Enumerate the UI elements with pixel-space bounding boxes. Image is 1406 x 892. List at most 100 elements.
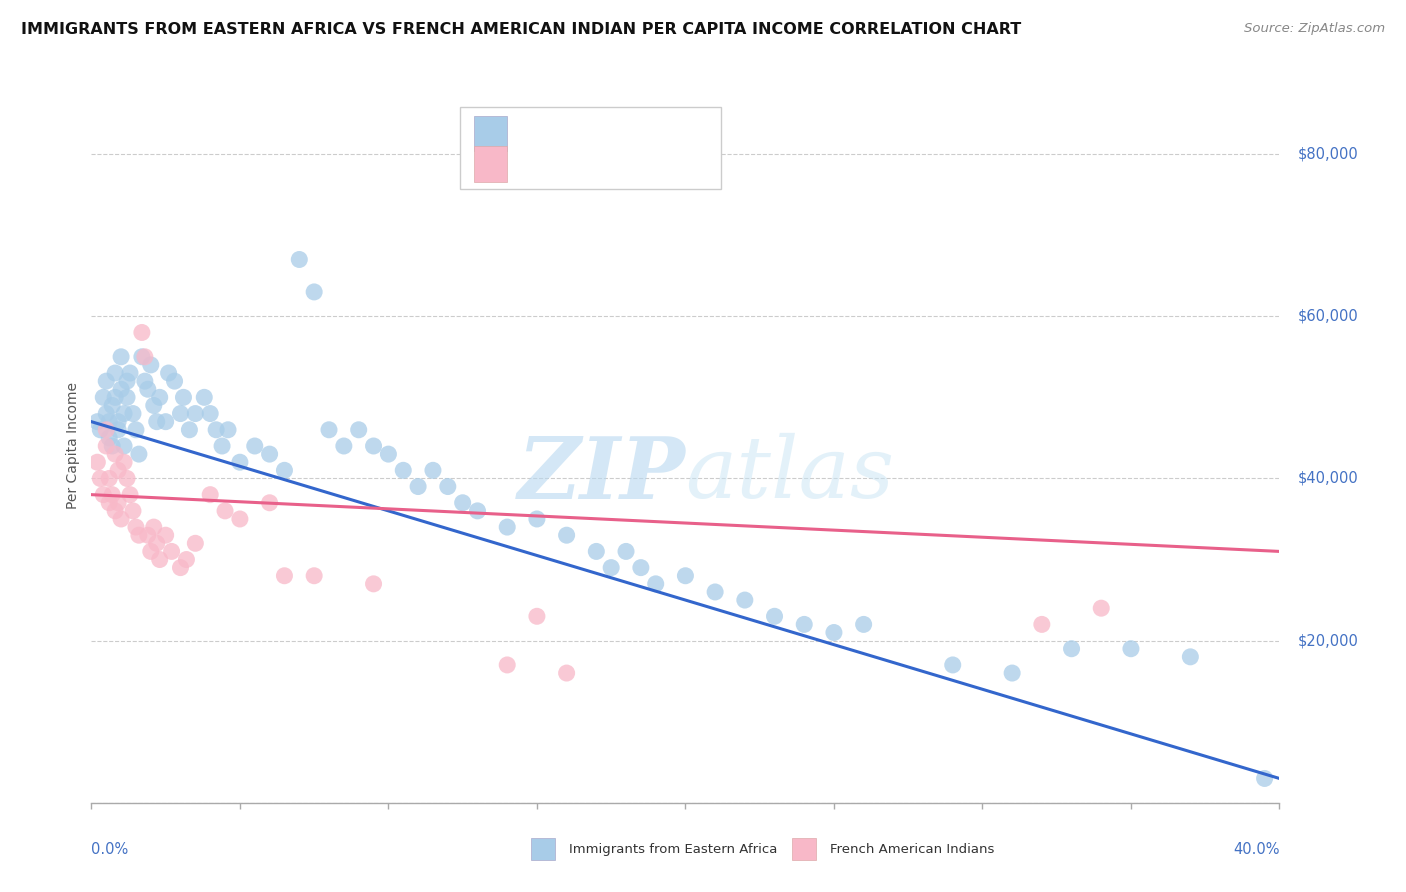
Text: Source: ZipAtlas.com: Source: ZipAtlas.com bbox=[1244, 22, 1385, 36]
Point bbox=[436, 479, 458, 493]
Point bbox=[229, 512, 252, 526]
FancyBboxPatch shape bbox=[460, 107, 721, 189]
Point bbox=[125, 423, 148, 437]
Point bbox=[734, 593, 756, 607]
Point bbox=[86, 455, 108, 469]
Point bbox=[115, 390, 138, 404]
Point bbox=[139, 544, 162, 558]
Point bbox=[128, 528, 150, 542]
Point bbox=[214, 504, 236, 518]
Point bbox=[98, 471, 121, 485]
Point bbox=[169, 407, 191, 421]
Point bbox=[763, 609, 786, 624]
Point bbox=[229, 455, 252, 469]
Y-axis label: Per Capita Income: Per Capita Income bbox=[66, 383, 80, 509]
Point bbox=[118, 366, 141, 380]
Point bbox=[131, 326, 153, 340]
Point bbox=[243, 439, 266, 453]
Bar bbox=[474, 146, 508, 182]
Bar bbox=[474, 116, 508, 152]
Point bbox=[89, 471, 111, 485]
Point bbox=[451, 496, 474, 510]
Point bbox=[86, 415, 108, 429]
Point bbox=[142, 399, 165, 413]
Point bbox=[600, 560, 623, 574]
Point bbox=[555, 528, 578, 542]
Point bbox=[363, 439, 385, 453]
Point bbox=[134, 350, 156, 364]
Point bbox=[302, 285, 325, 299]
Point bbox=[496, 520, 519, 534]
Point bbox=[101, 488, 124, 502]
Point bbox=[163, 374, 186, 388]
Point bbox=[823, 625, 845, 640]
Point bbox=[169, 560, 191, 574]
Point bbox=[112, 439, 135, 453]
Point bbox=[406, 479, 429, 493]
Point bbox=[131, 350, 153, 364]
Text: Immigrants from Eastern Africa: Immigrants from Eastern Africa bbox=[569, 843, 778, 855]
Point bbox=[1090, 601, 1112, 615]
Point bbox=[98, 415, 121, 429]
Point bbox=[302, 568, 325, 582]
Point bbox=[98, 431, 121, 445]
Point bbox=[467, 504, 489, 518]
Point bbox=[942, 657, 965, 672]
Bar bbox=[793, 838, 815, 860]
Point bbox=[142, 520, 165, 534]
Point bbox=[630, 560, 652, 574]
Point bbox=[145, 415, 167, 429]
Point bbox=[347, 423, 370, 437]
Point bbox=[259, 496, 281, 510]
Point bbox=[176, 552, 198, 566]
Point bbox=[179, 423, 201, 437]
Text: $80,000: $80,000 bbox=[1298, 146, 1358, 161]
Point bbox=[91, 390, 114, 404]
Text: $40,000: $40,000 bbox=[1298, 471, 1358, 486]
Point bbox=[104, 390, 127, 404]
Point bbox=[155, 528, 177, 542]
Point bbox=[96, 374, 118, 388]
Point bbox=[112, 407, 135, 421]
Point bbox=[496, 657, 519, 672]
Point bbox=[377, 447, 399, 461]
Point bbox=[104, 447, 127, 461]
Point bbox=[1001, 666, 1024, 681]
Point bbox=[211, 439, 233, 453]
Text: $60,000: $60,000 bbox=[1298, 309, 1358, 324]
Point bbox=[107, 463, 129, 477]
Point bbox=[1031, 617, 1053, 632]
Text: R = -0.653   N = 80: R = -0.653 N = 80 bbox=[522, 127, 678, 142]
Point bbox=[89, 423, 111, 437]
Point bbox=[217, 423, 239, 437]
Point bbox=[139, 358, 162, 372]
Point bbox=[107, 496, 129, 510]
Point bbox=[673, 568, 696, 582]
Point bbox=[107, 423, 129, 437]
Point bbox=[1060, 641, 1083, 656]
Point bbox=[101, 399, 124, 413]
Point bbox=[205, 423, 228, 437]
Point bbox=[1253, 772, 1275, 786]
Text: 40.0%: 40.0% bbox=[1233, 842, 1279, 857]
Point bbox=[1119, 641, 1142, 656]
Point bbox=[155, 415, 177, 429]
Point bbox=[122, 504, 145, 518]
Point bbox=[273, 463, 295, 477]
Text: 0.0%: 0.0% bbox=[91, 842, 128, 857]
Point bbox=[259, 447, 281, 461]
Point bbox=[288, 252, 311, 267]
Point bbox=[318, 423, 340, 437]
Point bbox=[96, 439, 118, 453]
Text: R = -0.202   N = 43: R = -0.202 N = 43 bbox=[522, 158, 678, 173]
Point bbox=[184, 407, 207, 421]
Point bbox=[526, 609, 548, 624]
Text: $20,000: $20,000 bbox=[1298, 633, 1358, 648]
Point bbox=[184, 536, 207, 550]
Point bbox=[136, 528, 159, 542]
Point bbox=[526, 512, 548, 526]
Point bbox=[96, 407, 118, 421]
Point bbox=[149, 552, 172, 566]
Point bbox=[104, 366, 127, 380]
Point bbox=[91, 488, 114, 502]
